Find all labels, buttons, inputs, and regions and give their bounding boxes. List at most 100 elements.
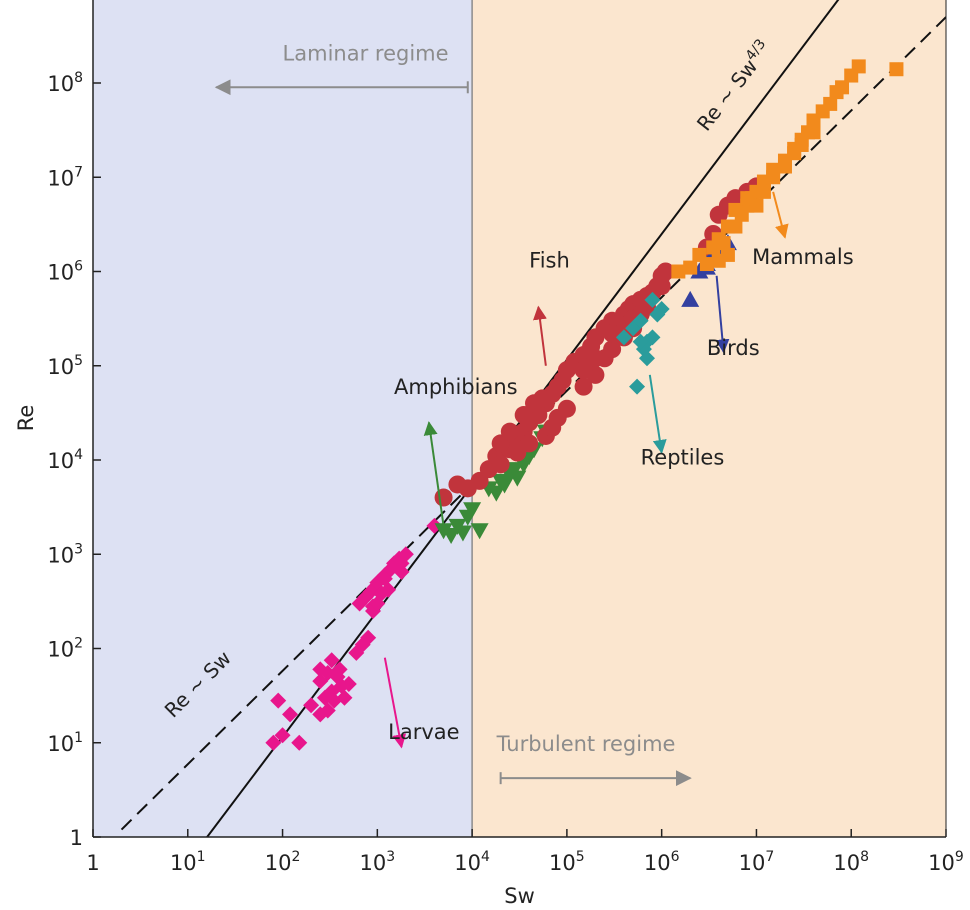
x-tick-label: 102 — [265, 849, 301, 875]
point-fish — [652, 277, 671, 296]
x-tick-base: 10 — [928, 851, 955, 875]
point-mammals — [720, 219, 735, 234]
point-amphibians — [442, 528, 461, 545]
region-laminar — [93, 0, 473, 837]
point-amphibians — [463, 502, 482, 519]
y-tick-base: 10 — [47, 732, 74, 756]
y-tick-label: 105 — [47, 353, 83, 379]
y-tick-label: 101 — [47, 730, 83, 756]
y-tick-label: 107 — [47, 164, 83, 190]
axes: 1 101 102 103 104 105 106 107 108 109110110210310… — [14, 0, 964, 908]
x-tick-label: 1 — [86, 851, 99, 875]
amphibians-label: Amphibians — [394, 375, 518, 399]
y-tick-exponent: 6 — [74, 259, 83, 275]
x-tick-exponent: 7 — [765, 849, 774, 865]
x-tick-base: 10 — [549, 851, 576, 875]
point-larvae — [360, 629, 377, 646]
point-reptiles — [615, 329, 632, 346]
x-tick-base: 10 — [644, 851, 671, 875]
x-tick-exponent: 1 — [197, 849, 206, 865]
point-reptiles — [644, 291, 661, 308]
x-tick-exponent: 4 — [481, 849, 490, 865]
point-mammals — [728, 202, 743, 217]
x-tick-base: 10 — [739, 851, 766, 875]
point-birds — [681, 290, 700, 307]
point-mammals — [823, 96, 838, 111]
y-tick-base: 10 — [47, 638, 74, 662]
point-fish — [514, 406, 533, 425]
y-tick-label: 1 — [70, 826, 83, 850]
y-tick-base: 10 — [47, 543, 74, 567]
x-axis-label: Sw — [504, 884, 535, 908]
point-amphibians — [453, 525, 472, 542]
point-larvae — [282, 706, 299, 723]
x-tick-exponent: 8 — [860, 849, 869, 865]
x-tick-label: 103 — [360, 849, 396, 875]
x-tick-exponent: 9 — [955, 849, 964, 865]
y-tick-base: 10 — [47, 355, 74, 379]
point-fish — [603, 340, 622, 359]
point-larvae — [393, 563, 410, 580]
y-tick-label: 108 — [47, 70, 83, 96]
x-tick-label: 109 — [928, 849, 964, 875]
x-tick-label: 107 — [739, 849, 775, 875]
y-tick-exponent: 3 — [74, 541, 83, 557]
point-larvae — [274, 727, 291, 744]
point-mammals — [766, 170, 781, 185]
x-tick-base: 10 — [265, 851, 292, 875]
point-larvae — [319, 702, 336, 719]
x-tick-label: 108 — [833, 849, 869, 875]
point-mammals — [806, 125, 821, 140]
point-mammals — [851, 59, 866, 74]
reptiles-arrow — [648, 374, 667, 454]
y-tick-base: 10 — [47, 261, 74, 285]
x-tick-base: 1 — [86, 851, 99, 875]
fish-arrow — [533, 305, 547, 366]
mammals-label: Mammals — [752, 245, 854, 269]
x-tick-label: 101 — [170, 849, 206, 875]
point-mammals — [671, 264, 686, 279]
birds-label: Birds — [707, 336, 760, 360]
point-fish — [520, 434, 539, 453]
annotations: Larvae Amphibians Fish Reptiles Birds Mammals… — [160, 36, 854, 787]
point-larvae — [265, 734, 282, 751]
x-tick-base: 10 — [454, 851, 481, 875]
point-reptiles — [653, 301, 670, 318]
y-tick-base: 10 — [47, 449, 74, 473]
point-mammals — [889, 62, 904, 77]
y-tick-exponent: 1 — [74, 730, 83, 746]
x-tick-exponent: 6 — [671, 849, 680, 865]
x-tick-label: 106 — [644, 849, 680, 875]
y-tick-exponent: 7 — [74, 164, 83, 180]
point-amphibians — [434, 523, 453, 540]
x-tick-label: 104 — [454, 849, 490, 875]
point-fish — [574, 361, 593, 380]
turbulent-regime-label: Turbulent regime — [496, 732, 676, 756]
point-reptiles — [644, 329, 661, 346]
point-larvae — [303, 697, 320, 714]
data-points — [265, 59, 904, 751]
point-fish — [656, 262, 675, 281]
y-tick-exponent: 4 — [74, 447, 83, 463]
point-reptiles — [629, 378, 646, 395]
point-larvae — [376, 570, 393, 587]
birds-arrow — [715, 275, 730, 354]
point-larvae — [291, 734, 308, 751]
fish-label: Fish — [529, 249, 570, 273]
point-reptiles — [632, 312, 649, 329]
y-tick-label: 104 — [47, 447, 83, 473]
y-tick-base: 10 — [47, 72, 74, 96]
x-tick-base: 10 — [833, 851, 860, 875]
point-larvae — [340, 676, 357, 693]
point-larvae — [393, 555, 410, 572]
point-fish — [533, 389, 552, 408]
y-tick-label: 103 — [47, 541, 83, 567]
amphibians-arrow — [423, 421, 445, 527]
point-mammals — [720, 247, 735, 262]
point-amphibians — [487, 485, 506, 502]
y-tick-label: 102 — [47, 636, 83, 662]
x-tick-exponent: 5 — [576, 849, 585, 865]
x-tick-base: 10 — [170, 851, 197, 875]
point-larvae — [270, 692, 287, 709]
